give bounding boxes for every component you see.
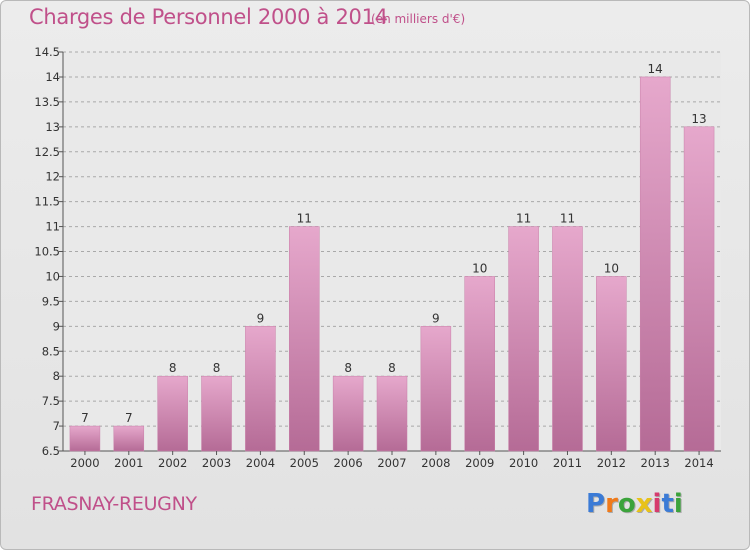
y-tick-label: 12.5: [34, 145, 60, 159]
x-tick-label: 2008: [421, 456, 450, 470]
bar: [201, 375, 232, 452]
y-tick-label: 12: [45, 170, 60, 184]
value-label: 11: [297, 212, 312, 226]
x-tick-label: 2002: [158, 456, 187, 470]
chart-title: Charges de Personnel 2000 à 2014: [29, 5, 388, 29]
place-name: FRASNAY-REUGNY: [31, 493, 197, 515]
y-tick-label: 7.5: [42, 394, 60, 408]
bar: [376, 375, 408, 452]
x-tick-label: 2012: [597, 456, 626, 470]
bar: [464, 276, 495, 452]
bar: [596, 276, 627, 452]
y-tick-label: 10: [45, 269, 60, 283]
y-tick-label: 11: [45, 220, 60, 234]
x-tick-label: 2001: [114, 456, 143, 470]
y-tick-label: 8.5: [42, 344, 60, 358]
x-tick-label: 2004: [246, 456, 275, 470]
value-label: 13: [691, 112, 706, 126]
x-tick-label: 2009: [465, 456, 494, 470]
x-tick-label: 2000: [70, 456, 99, 470]
logo-letter: t: [661, 489, 674, 519]
bar: [69, 425, 101, 452]
proxiti-logo: Proxiti: [586, 489, 683, 519]
bar: [245, 326, 276, 452]
bar: [289, 226, 320, 452]
logo-letter: i: [673, 489, 683, 519]
bar: [683, 126, 715, 452]
value-label: 10: [472, 261, 487, 275]
y-tick-label: 8: [53, 369, 60, 383]
value-label: 9: [257, 311, 265, 325]
x-tick-label: 2010: [509, 456, 538, 470]
value-label: 14: [648, 62, 663, 76]
logo-letter: x: [635, 489, 653, 519]
value-label: 8: [344, 361, 352, 375]
x-tick-label: 2011: [553, 456, 582, 470]
value-label: 10: [604, 261, 619, 275]
y-tick-label: 7: [53, 419, 60, 433]
value-label: 8: [213, 361, 221, 375]
logo-letter: o: [617, 489, 636, 519]
y-tick-label: 14: [45, 70, 60, 84]
y-tick-label: 9.5: [42, 294, 60, 308]
value-label: 8: [388, 361, 396, 375]
y-tick-label: 14.5: [34, 45, 60, 59]
logo-letter: P: [586, 489, 606, 519]
y-tick-label: 13: [45, 120, 60, 134]
x-tick-label: 2006: [333, 456, 362, 470]
chart-subtitle: (en milliers d'€): [371, 12, 466, 26]
bar: [420, 326, 452, 452]
x-tick-label: 2007: [377, 456, 406, 470]
y-tick-label: 13.5: [34, 95, 60, 109]
x-tick-label: 2013: [641, 456, 670, 470]
value-label: 9: [432, 311, 440, 325]
value-label: 7: [81, 411, 89, 425]
value-label: 11: [560, 212, 575, 226]
y-tick-label: 11.5: [34, 195, 60, 209]
x-tick-label: 2014: [684, 456, 713, 470]
bar: [113, 425, 145, 452]
y-tick-label: 10.5: [34, 245, 60, 259]
x-tick-label: 2005: [290, 456, 319, 470]
value-label: 7: [125, 411, 133, 425]
y-tick-label: 6.5: [42, 444, 60, 458]
x-tick-label: 2003: [202, 456, 231, 470]
value-label: 11: [516, 212, 531, 226]
value-label: 8: [169, 361, 177, 375]
y-tick-label: 9: [53, 319, 60, 333]
bar: [332, 375, 364, 452]
bar: [639, 76, 671, 452]
logo-letter: i: [652, 489, 662, 519]
logo-letter: r: [605, 489, 618, 519]
bar: [157, 375, 188, 452]
bar: [552, 226, 583, 452]
bar: [508, 226, 539, 452]
